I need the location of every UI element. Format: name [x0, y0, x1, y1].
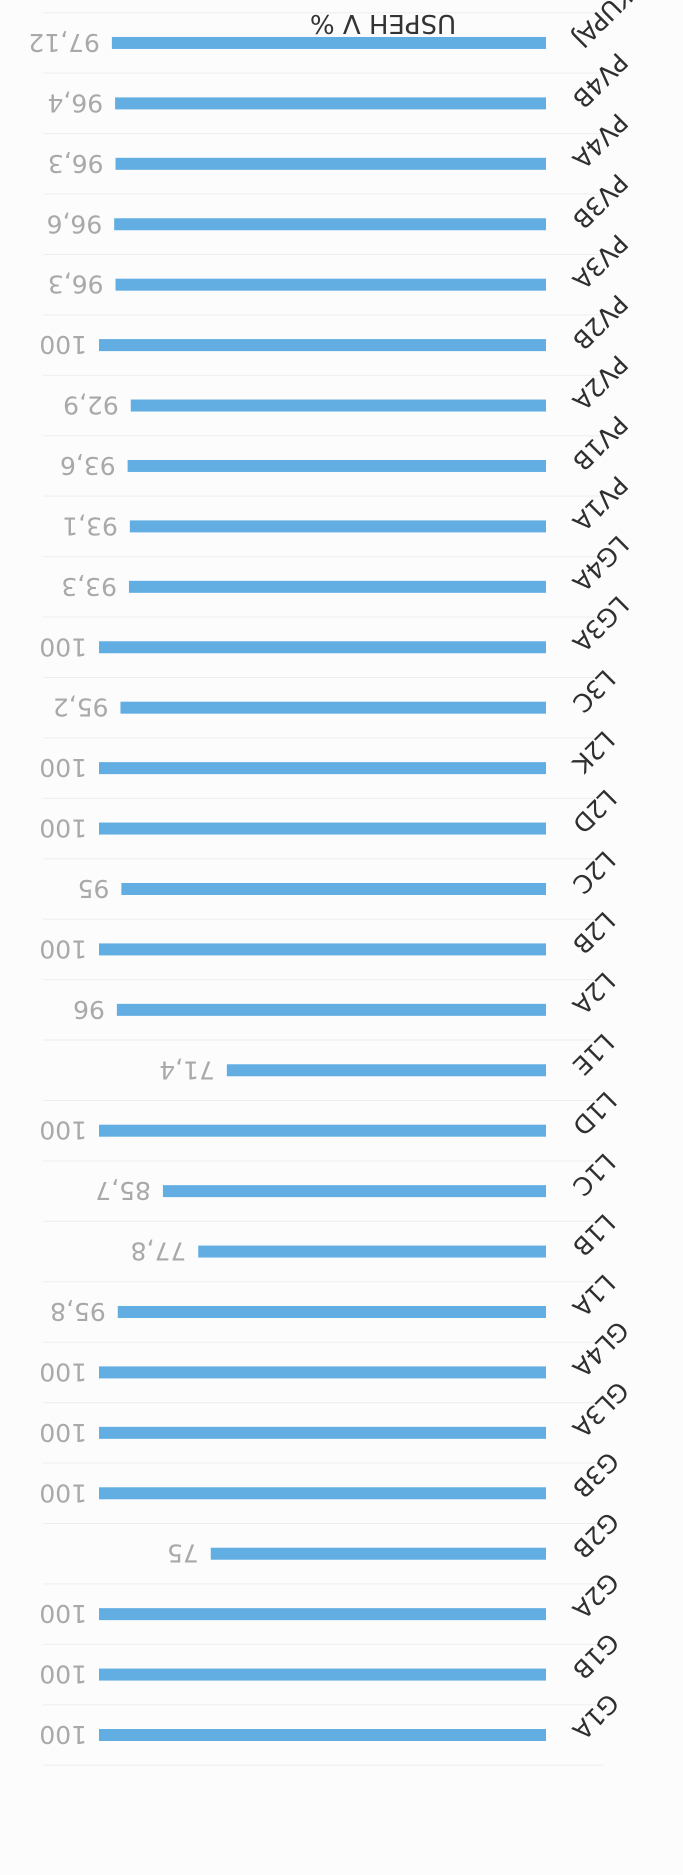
category-label-skupaj: SKUPAJ: [567, 0, 650, 53]
value-label-pv4a: 96,3: [48, 149, 104, 178]
category-label-l2d: L2D: [567, 784, 622, 839]
bar-g2a: [99, 1608, 546, 1621]
category-label-l1d: L1D: [567, 1086, 622, 1141]
bar-l1b: [198, 1245, 546, 1258]
bar-pv3b: [114, 218, 546, 231]
category-label-pv3a: PV3A: [567, 228, 634, 295]
bar-g1a: [99, 1729, 546, 1741]
category-label-g2a: G2A: [567, 1567, 625, 1625]
value-label-g1b: 100: [39, 1660, 87, 1689]
category-label-pv3b: PV3B: [567, 168, 634, 235]
value-label-g3b: 100: [39, 1478, 87, 1507]
category-label-l1a: L1A: [567, 1269, 621, 1323]
bar-pv1b: [127, 459, 546, 472]
category-label-g1a: G1A: [567, 1688, 625, 1746]
category-label-l1c: L1C: [567, 1147, 621, 1201]
category-label-g3b: G3B: [567, 1446, 625, 1504]
value-label-l2d: 100: [39, 814, 87, 843]
value-label-pv2a: 92,9: [63, 391, 119, 420]
category-label-pv2a: PV2A: [567, 349, 634, 416]
bar-lg3a: [99, 641, 546, 654]
x-axis-label: USPEH V %: [310, 8, 456, 38]
bar-pv2b: [99, 339, 546, 352]
bar-l2d: [99, 822, 546, 835]
bar-l1a: [117, 1305, 546, 1318]
value-label-pv1b: 93,6: [60, 451, 116, 480]
value-label-pv4b: 96,4: [47, 88, 103, 117]
bar-l2b: [99, 943, 546, 956]
bar-pv3a: [115, 278, 546, 291]
category-label-l2b: L2B: [567, 906, 621, 960]
category-label-l2k: L2K: [566, 725, 620, 779]
category-label-lg4a: LG4A: [567, 530, 634, 597]
value-label-g2a: 100: [39, 1599, 87, 1628]
value-label-pv3a: 96,3: [48, 270, 104, 299]
category-label-l1b: L1B: [567, 1208, 621, 1262]
bar-pv1a: [129, 520, 546, 533]
bar-pv4b: [115, 97, 546, 110]
value-label-l1b: 77,8: [131, 1237, 187, 1266]
value-labels: 100 100 100 75 100 100 100 95,8 77,8 85,7 100 71,4 9…: [28, 28, 215, 1749]
bar-gl4a: [99, 1366, 546, 1379]
bar-g3b: [99, 1487, 546, 1500]
gridlines: [43, 12, 603, 1766]
value-label-gl3a: 100: [39, 1418, 87, 1447]
bar-l1c: [162, 1185, 546, 1198]
category-label-pv4a: PV4A: [567, 107, 634, 174]
value-label-pv2b: 100: [39, 330, 87, 359]
bar-l3c: [120, 701, 546, 714]
bar-g2b: [210, 1547, 546, 1560]
bars: [99, 36, 546, 1741]
value-label-pv3b: 96,6: [47, 209, 103, 238]
value-label-pv1a: 93,1: [62, 511, 118, 540]
bar-l2c: [121, 882, 546, 895]
value-label-lg3a: 100: [39, 632, 87, 661]
category-label-gl3a: GL3A: [567, 1376, 634, 1443]
bar-l1d: [99, 1124, 546, 1137]
category-label-lg3a: LG3A: [567, 590, 634, 657]
value-label-g2b: 75: [167, 1539, 199, 1568]
value-label-l1a: 95,8: [50, 1297, 106, 1326]
category-label-l3c: L3C: [567, 664, 621, 718]
category-label-g1b: G1B: [567, 1627, 625, 1685]
bar-l2k: [99, 762, 546, 775]
bar-l1e: [226, 1064, 546, 1077]
value-label-g1a: 100: [39, 1720, 87, 1749]
bar-skupaj: [111, 36, 546, 49]
bar-lg4a: [128, 580, 546, 593]
value-label-l2k: 100: [39, 753, 87, 782]
bar-pv4a: [115, 157, 546, 170]
value-label-l2b: 100: [39, 934, 87, 963]
value-label-l2c: 95: [78, 874, 110, 903]
category-label-pv4b: PV4B: [567, 47, 634, 114]
value-label-l1e: 71,4: [159, 1055, 215, 1084]
value-label-l1c: 85,7: [95, 1176, 151, 1205]
category-label-pv2b: PV2B: [567, 289, 634, 356]
bar-gl3a: [99, 1426, 546, 1439]
category-label-gl4a: GL4A: [567, 1315, 634, 1382]
value-label-gl4a: 100: [39, 1357, 87, 1386]
value-label-skupaj: 97,12: [28, 28, 100, 57]
category-label-l2c: L2C: [567, 845, 621, 899]
value-label-l1d: 100: [39, 1116, 87, 1145]
value-label-lg4a: 93,3: [61, 572, 117, 601]
category-label-pv1b: PV1B: [567, 410, 634, 477]
category-label-l2a: L2A: [567, 966, 621, 1020]
category-label-l1e: L1E: [567, 1028, 620, 1081]
bar-l2a: [116, 1003, 546, 1016]
category-label-g2b: G2B: [567, 1506, 625, 1564]
value-label-l3c: 95,2: [53, 693, 109, 722]
value-label-l2a: 96: [73, 995, 105, 1024]
bar-g1b: [99, 1668, 546, 1681]
category-label-pv1a: PV1A: [567, 470, 634, 537]
bar-pv2a: [130, 399, 546, 412]
